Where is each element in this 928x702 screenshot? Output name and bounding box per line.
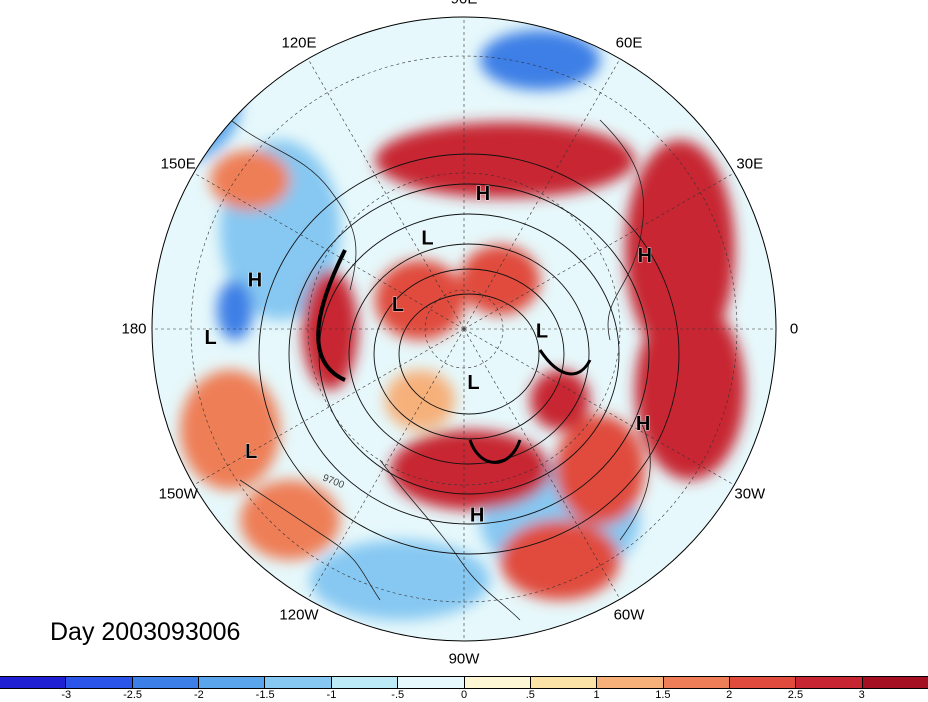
- anomaly-blob: [500, 520, 620, 600]
- thick-contour: [538, 349, 592, 376]
- low-pressure-marker: L: [467, 372, 479, 394]
- day-label: Day 2003093006: [50, 618, 241, 646]
- anomaly-blob: [302, 270, 358, 390]
- colorbar-tick-label: 2: [726, 689, 733, 701]
- height-contour: [373, 268, 565, 440]
- anomaly-blob: [480, 30, 600, 90]
- colorbar-tick-label: -1: [326, 689, 337, 701]
- high-pressure-marker: H: [248, 270, 262, 292]
- longitude-label: 120W: [279, 606, 319, 624]
- coastline: [239, 479, 381, 601]
- longitude-label: 90E: [451, 0, 478, 8]
- longitude-label: 120E: [281, 34, 317, 52]
- anomaly-blob: [310, 540, 490, 620]
- thick-contour: [468, 439, 522, 464]
- longitude-label: 30W: [734, 485, 766, 503]
- thick-contour: [316, 249, 347, 382]
- longitude-label: 0: [789, 320, 799, 338]
- low-pressure-marker: L: [205, 327, 217, 349]
- anomaly-blob: [390, 430, 550, 510]
- meridian-line: [463, 328, 621, 600]
- longitude-label: 60W: [613, 606, 645, 624]
- anomaly-blob: [210, 150, 290, 210]
- longitude-label: 90W: [448, 650, 480, 668]
- height-contours: [258, 153, 680, 555]
- high-pressure-marker: H: [470, 505, 484, 527]
- anomaly-blob: [460, 245, 540, 315]
- colorbar-swatch: [199, 677, 266, 688]
- height-contour: [398, 293, 540, 415]
- colorbar-tick-label: -2.5: [123, 689, 143, 701]
- longitude-label: 30E: [736, 155, 764, 173]
- colorbar-tick-label: -1.5: [255, 689, 275, 701]
- meridian-line: [193, 172, 465, 330]
- anomaly-blob: [385, 370, 455, 430]
- colorbar-tick-label: 0: [460, 689, 468, 701]
- colorbar-swatch: [597, 677, 664, 688]
- pressure-centers: H H H H H L L L L L L: [204, 182, 652, 527]
- colorbar-tick-label: 3: [858, 689, 865, 701]
- colorbar: [0, 676, 928, 689]
- low-pressure-marker: L: [421, 228, 433, 250]
- colorbar-swatch: [265, 677, 332, 688]
- height-contour: [288, 183, 650, 525]
- coastline: [619, 419, 651, 541]
- meridian-line: [463, 328, 735, 486]
- anomaly-blob: [180, 370, 280, 490]
- anomaly-blob: [530, 370, 590, 430]
- colorbar-swatch: [796, 677, 863, 688]
- low-pressure-marker: L: [392, 294, 404, 316]
- colorbar-swatch: [132, 677, 200, 688]
- meridian-line: [307, 328, 465, 600]
- high-pressure-marker: H: [476, 183, 490, 205]
- anomaly-blob: [635, 300, 745, 480]
- lat-lon-grid: [152, 17, 776, 641]
- colorbar-swatch: [729, 677, 797, 688]
- longitude-label: 180: [121, 320, 147, 338]
- height-contour: [348, 243, 590, 465]
- anomaly-blob: [375, 260, 465, 340]
- coastline: [379, 459, 521, 621]
- coastline: [219, 109, 357, 291]
- low-pressure-marker: L: [536, 321, 548, 343]
- meridian-line: [307, 58, 465, 330]
- colorbar-swatch: [663, 677, 730, 688]
- colorbar-swatch: [398, 677, 465, 688]
- high-pressure-marker: H: [636, 413, 650, 435]
- colorbar-swatch: [862, 677, 928, 688]
- colorbar-tick-label: .5: [525, 689, 535, 701]
- meridian-line: [193, 328, 465, 486]
- colorbar-swatch: [331, 677, 399, 688]
- map-boundary: [151, 16, 777, 642]
- coastlines: [219, 109, 651, 621]
- colorbar-tick-label: -3: [61, 689, 72, 701]
- colorbar-tick-label: 1: [593, 689, 600, 701]
- anomaly-blob: [217, 280, 253, 340]
- colorbar-swatch: [0, 677, 67, 688]
- anomaly-blob: [240, 480, 340, 560]
- colorbar-swatch: [66, 677, 133, 688]
- low-pressure-marker: L: [245, 441, 257, 463]
- colorbar-tick-label: 2.5: [787, 689, 804, 701]
- anomaly-blob: [375, 122, 635, 198]
- longitude-label: 60E: [615, 34, 643, 52]
- colorbar-tick-label: -.5: [391, 689, 405, 701]
- longitude-label: 150E: [160, 155, 196, 173]
- height-contour: [258, 153, 680, 555]
- colorbar-tick-label: 1.5: [655, 689, 671, 701]
- meridian-line: [463, 172, 735, 330]
- colorbar-tick-label: -2: [193, 689, 204, 701]
- colorbar-swatch: [530, 677, 598, 688]
- anomaly-blob: [152, 45, 240, 165]
- coastline: [599, 119, 644, 341]
- longitude-label: 150W: [158, 485, 198, 503]
- meridian-line: [463, 58, 621, 330]
- colorbar-swatch: [464, 677, 531, 688]
- high-pressure-marker: H: [638, 245, 652, 267]
